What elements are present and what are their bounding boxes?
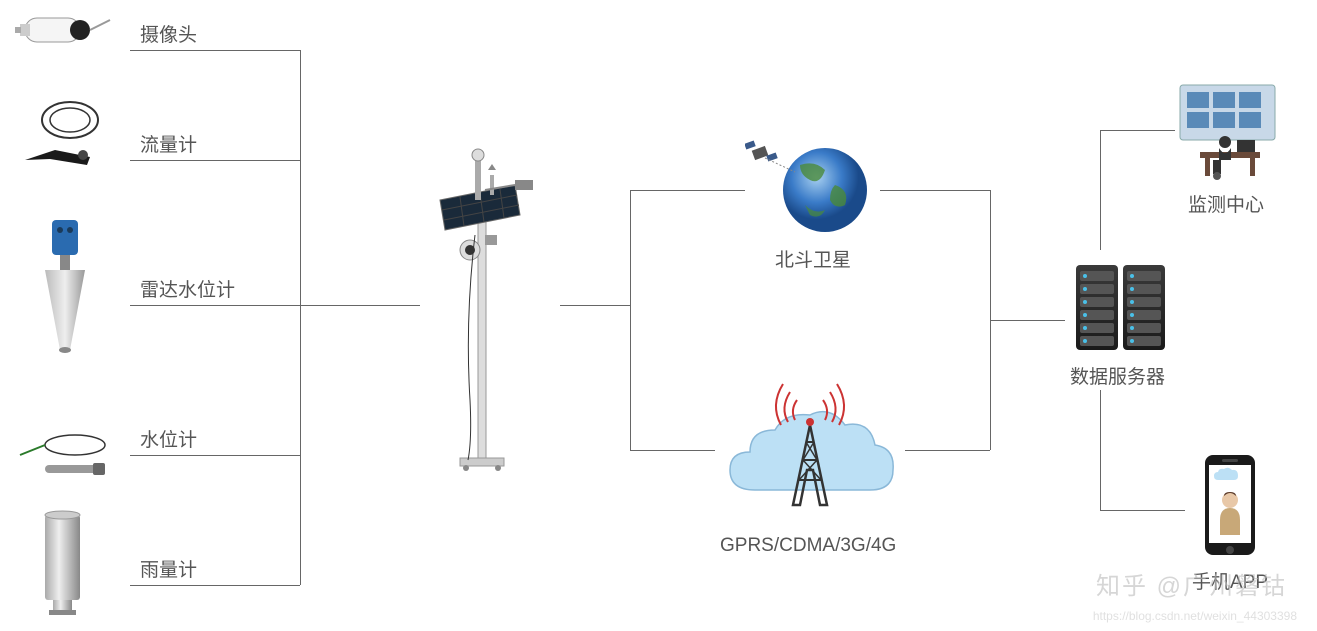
radar-icon <box>30 220 100 365</box>
center-icon <box>1175 80 1285 190</box>
connector-line <box>560 305 630 306</box>
connector-line <box>300 50 301 585</box>
gprs-icon <box>715 370 905 535</box>
flowmeter-icon <box>15 95 115 175</box>
server-label: 数据服务器 <box>1070 362 1165 389</box>
connector-line <box>880 190 990 191</box>
camera-label: 摄像头 <box>140 20 197 47</box>
connector-line <box>130 160 300 161</box>
connector-line <box>905 450 990 451</box>
radar-label: 雷达水位计 <box>140 275 235 302</box>
center-label: 监测中心 <box>1188 190 1264 217</box>
waterlevel-label: 水位计 <box>140 425 197 452</box>
beidou-label: 北斗卫星 <box>775 245 851 272</box>
connector-line <box>130 585 300 586</box>
connector-line <box>630 190 631 450</box>
beidou-icon <box>745 130 875 245</box>
connector-line <box>990 320 1065 321</box>
raingauge-icon <box>35 510 90 625</box>
station-icon <box>420 140 550 485</box>
connector-line <box>1100 130 1175 131</box>
watermark-url: https://blog.csdn.net/weixin_44303398 <box>1093 609 1297 623</box>
watermark-text: 知乎 @广州磐钴 <box>1096 566 1287 601</box>
camera-icon <box>15 0 115 65</box>
waterlevel-icon <box>15 430 115 485</box>
raingauge-label: 雨量计 <box>140 555 197 582</box>
flowmeter-label: 流量计 <box>140 130 197 157</box>
connector-line <box>1100 390 1101 510</box>
connector-line <box>130 455 300 456</box>
app-icon <box>1200 450 1260 565</box>
gprs-label: GPRS/CDMA/3G/4G <box>720 535 896 557</box>
server-icon <box>1068 255 1173 365</box>
connector-line <box>130 305 420 306</box>
connector-line <box>630 450 715 451</box>
connector-line <box>630 190 745 191</box>
connector-line <box>1100 510 1185 511</box>
connector-line <box>130 50 300 51</box>
connector-line <box>1100 130 1101 250</box>
